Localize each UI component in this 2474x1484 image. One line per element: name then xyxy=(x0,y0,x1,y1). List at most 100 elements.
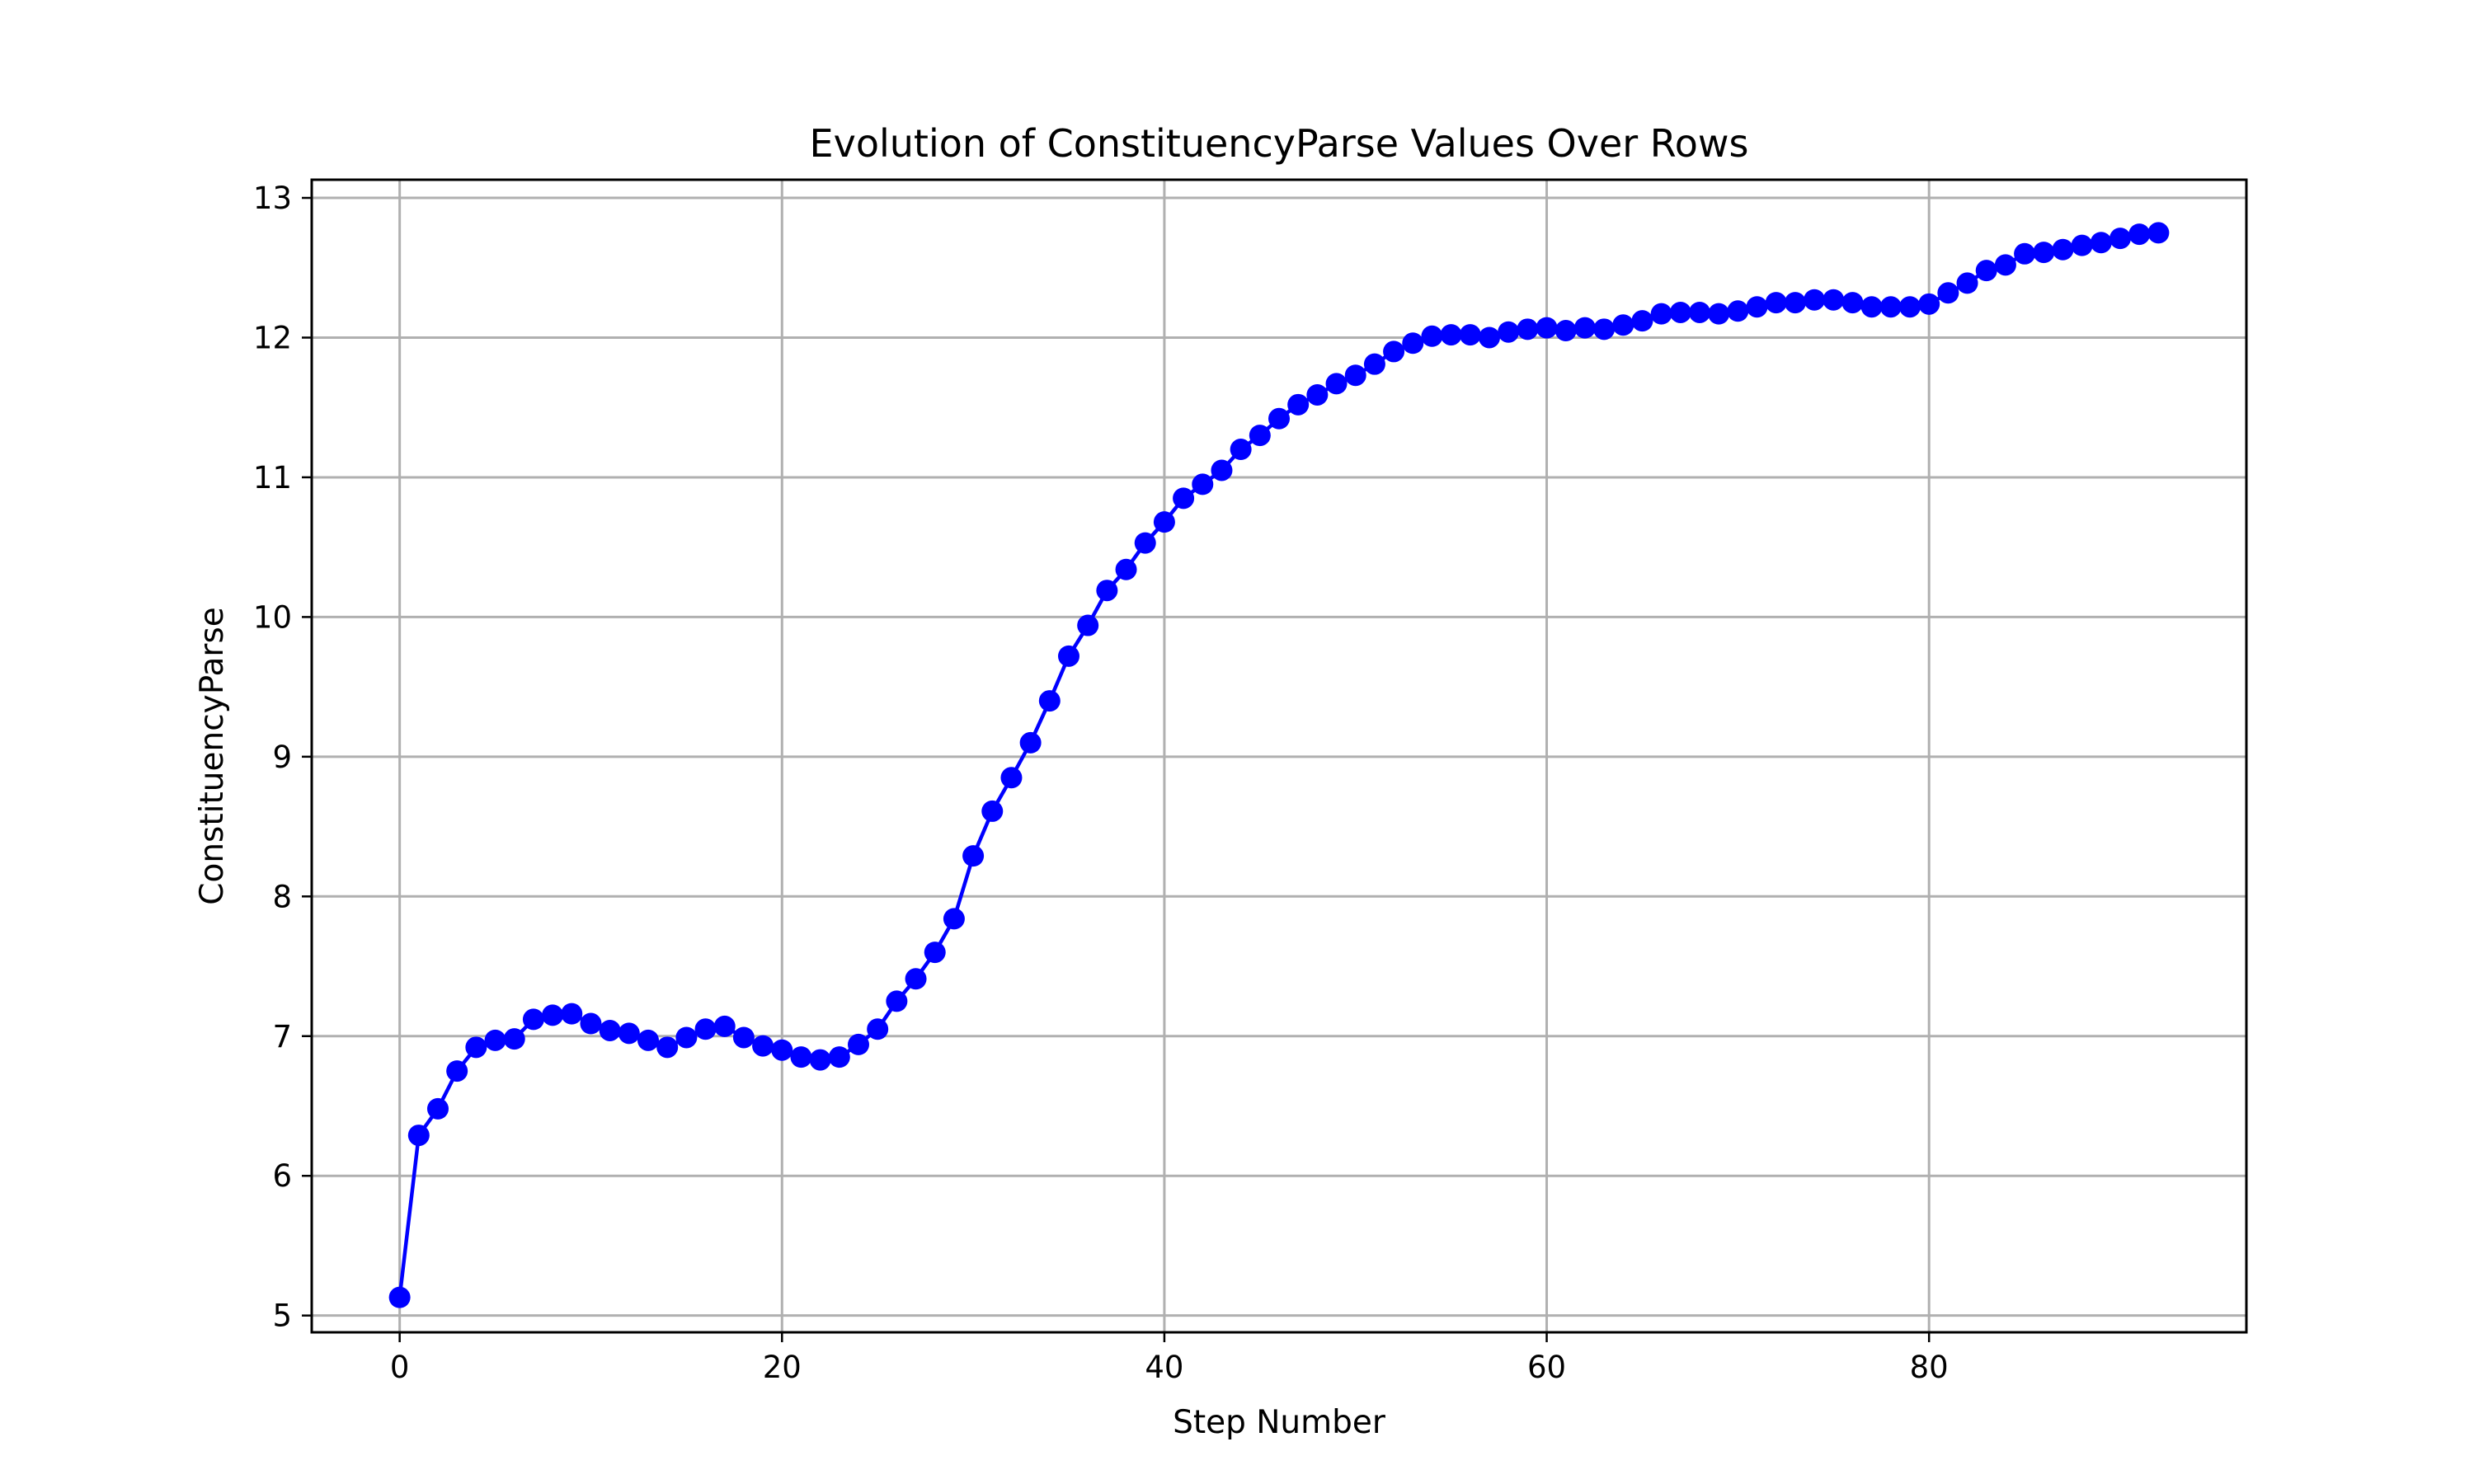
data-point xyxy=(1918,293,1940,315)
data-point xyxy=(2128,223,2151,246)
data-point xyxy=(1650,303,1672,325)
data-point xyxy=(1058,645,1079,667)
data-point xyxy=(1899,296,1921,318)
data-point xyxy=(1153,511,1175,533)
data-point xyxy=(1268,407,1290,430)
data-point xyxy=(1440,324,1462,346)
data-point xyxy=(2109,228,2131,250)
data-point xyxy=(1975,260,1997,282)
data-point xyxy=(1573,317,1596,339)
data-point xyxy=(1994,254,2016,276)
data-point xyxy=(1019,731,1042,754)
data-point xyxy=(2090,232,2112,254)
y-tick-label: 7 xyxy=(272,1019,292,1054)
data-point xyxy=(618,1022,640,1045)
data-point xyxy=(522,1008,544,1031)
data-point xyxy=(752,1035,774,1057)
data-point xyxy=(694,1018,717,1040)
data-point xyxy=(503,1028,525,1050)
data-point xyxy=(1383,340,1405,363)
data-point xyxy=(924,942,946,964)
y-tick-label: 10 xyxy=(253,599,292,635)
y-axis-label: ConstituencyParse xyxy=(194,607,231,905)
data-point xyxy=(2147,222,2170,244)
data-point xyxy=(732,1026,755,1049)
series xyxy=(388,222,2170,1308)
data-point xyxy=(1344,364,1366,387)
data-point xyxy=(1746,296,1768,318)
data-point xyxy=(1077,614,1099,636)
data-point xyxy=(2052,238,2074,261)
x-tick-label: 20 xyxy=(763,1350,802,1385)
data-point xyxy=(962,845,985,867)
x-tick-label: 60 xyxy=(1527,1350,1566,1385)
data-point xyxy=(1554,320,1577,342)
data-point xyxy=(2033,242,2055,264)
data-point xyxy=(1937,282,1959,304)
data-point xyxy=(1402,332,1424,355)
data-point xyxy=(1421,325,1443,347)
data-point xyxy=(1363,353,1385,375)
ticks: 0 20 40 60 80 5 6 7 8 9 10 11 12 13 xyxy=(253,181,1949,1385)
data-point xyxy=(1784,292,1806,314)
data-point xyxy=(1631,310,1653,332)
data-point xyxy=(2071,234,2093,256)
data-point xyxy=(1038,690,1061,712)
data-point xyxy=(1325,373,1348,395)
data-point xyxy=(809,1049,831,1071)
data-point xyxy=(1498,321,1520,343)
data-point xyxy=(1765,292,1787,314)
y-tick-label: 11 xyxy=(253,460,292,495)
data-point xyxy=(427,1097,449,1120)
data-point xyxy=(1211,459,1233,481)
data-point xyxy=(828,1046,850,1068)
data-point xyxy=(1287,393,1310,416)
data-point xyxy=(1000,767,1023,789)
y-tick-label: 8 xyxy=(272,879,292,914)
data-point xyxy=(905,968,927,990)
data-point xyxy=(484,1029,506,1051)
x-tick-label: 40 xyxy=(1145,1350,1183,1385)
data-point xyxy=(1192,473,1214,495)
data-point xyxy=(1689,301,1710,323)
data-point xyxy=(790,1046,812,1068)
data-point xyxy=(599,1019,621,1041)
data-point xyxy=(1727,300,1749,322)
data-point xyxy=(1612,314,1634,336)
data-point xyxy=(465,1036,487,1059)
data-point xyxy=(388,1286,411,1308)
data-point xyxy=(943,908,965,930)
data-point xyxy=(848,1033,869,1055)
data-point xyxy=(1804,289,1826,311)
data-point xyxy=(1536,317,1558,339)
data-point xyxy=(580,1012,602,1035)
data-point xyxy=(1823,289,1845,311)
data-point xyxy=(981,800,1004,822)
y-tick-label: 9 xyxy=(272,740,292,775)
data-point xyxy=(1096,580,1118,602)
y-tick-label: 6 xyxy=(272,1158,292,1194)
data-point xyxy=(1134,532,1156,554)
data-point xyxy=(446,1060,468,1082)
x-axis-label: Step Number xyxy=(1173,1404,1386,1441)
data-point xyxy=(1230,439,1252,461)
data-point xyxy=(1173,487,1195,510)
data-point xyxy=(1459,324,1481,346)
x-tick-label: 0 xyxy=(390,1350,410,1385)
data-point xyxy=(637,1029,659,1051)
chart-title: Evolution of ConstituencyParse Values Ov… xyxy=(810,121,1749,166)
data-point xyxy=(1860,296,1883,318)
data-point xyxy=(867,1018,889,1040)
data-point xyxy=(1669,301,1691,323)
data-point xyxy=(542,1004,564,1026)
data-point xyxy=(675,1026,698,1049)
data-point xyxy=(1708,303,1730,325)
data-point xyxy=(1306,383,1329,406)
y-tick-label: 13 xyxy=(253,181,292,216)
data-point xyxy=(656,1036,679,1059)
data-point xyxy=(1956,272,1978,294)
data-point xyxy=(2014,242,2036,265)
data-point xyxy=(771,1039,793,1061)
data-point xyxy=(1841,292,1864,314)
